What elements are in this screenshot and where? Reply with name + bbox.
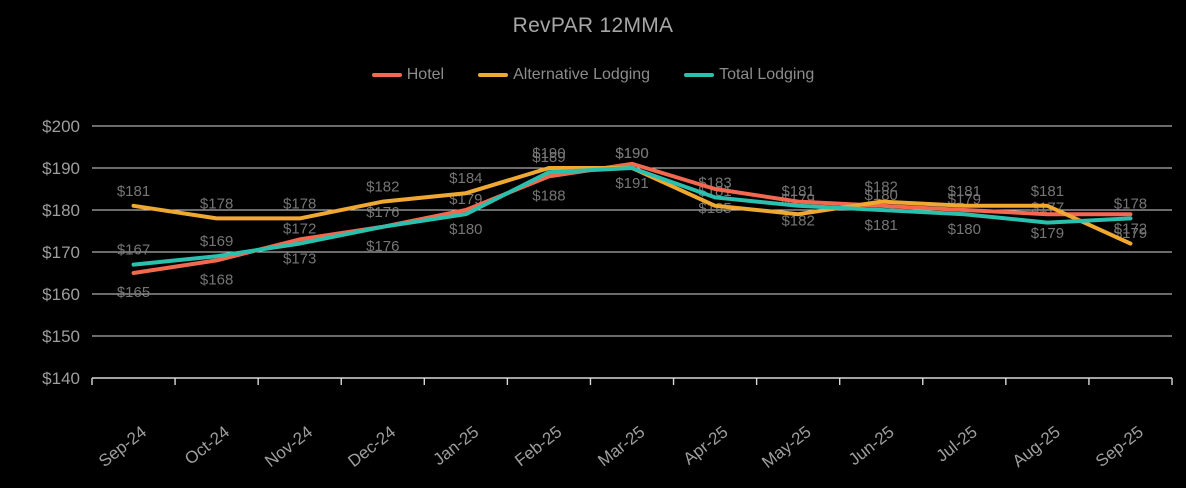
x-axis-label: Oct-24 <box>181 422 233 468</box>
legend-item-hotel: Hotel <box>371 66 445 84</box>
data-label: $165 <box>117 284 150 301</box>
y-axis-label: $160 <box>42 285 80 304</box>
legend-swatch-alternative-lodging <box>478 73 509 77</box>
data-label: $179 <box>1031 225 1064 242</box>
data-label: $167 <box>117 242 150 259</box>
x-axis-label: Jul-25 <box>933 422 981 465</box>
data-label: $169 <box>200 233 233 250</box>
x-axis-label: Sep-24 <box>95 422 150 471</box>
data-label: $176 <box>366 204 399 221</box>
legend-item-alternative-lodging: Alternative Lodging <box>478 66 650 84</box>
data-label: $190 <box>615 145 648 162</box>
legend-label-hotel: Hotel <box>406 66 445 83</box>
data-label: $181 <box>117 183 150 200</box>
y-axis-label: $140 <box>42 369 80 388</box>
data-label: $181 <box>781 183 814 200</box>
data-label: $178 <box>200 195 233 212</box>
data-label: $181 <box>1031 183 1064 200</box>
data-label: $188 <box>532 187 565 204</box>
legend-swatch-total-lodging <box>684 73 715 77</box>
data-label: $182 <box>865 179 898 196</box>
x-axis-label: Apr-25 <box>680 422 732 468</box>
x-axis-label: Dec-24 <box>344 422 399 471</box>
data-label: $168 <box>200 271 233 288</box>
data-label: $180 <box>948 221 981 238</box>
data-label: $180 <box>865 187 898 204</box>
y-axis-label: $180 <box>42 201 80 220</box>
data-label: $176 <box>366 238 399 255</box>
x-axis-label: Aug-25 <box>1009 422 1064 471</box>
x-axis-label: Sep-25 <box>1092 422 1147 471</box>
data-label: $172 <box>283 221 316 238</box>
x-axis-label: Jun-25 <box>845 422 898 469</box>
data-label: $180 <box>449 221 482 238</box>
data-label: $172 <box>1114 221 1147 238</box>
x-axis-label: Feb-25 <box>511 422 565 470</box>
data-label: $178 <box>283 195 316 212</box>
y-axis-label: $150 <box>42 327 80 346</box>
data-label: $191 <box>615 175 648 192</box>
y-axis-label: $170 <box>42 243 80 262</box>
data-label: $189 <box>532 149 565 166</box>
data-label: $181 <box>948 183 981 200</box>
x-axis-label: Mar-25 <box>594 422 648 470</box>
data-label: $184 <box>449 170 482 187</box>
chart-legend: Hotel Alternative Lodging Total Lodging <box>0 66 1186 84</box>
x-axis-label: Nov-24 <box>261 422 316 471</box>
data-label: $181 <box>865 217 898 234</box>
data-label: $182 <box>366 179 399 196</box>
data-label: $178 <box>1114 195 1147 212</box>
legend-label-total-lodging: Total Lodging <box>719 66 815 83</box>
x-axis-label: Jan-25 <box>430 422 483 469</box>
legend-label-alternative-lodging: Alternative Lodging <box>513 66 651 83</box>
data-label: $185 <box>698 200 731 217</box>
series-line-total-lodging <box>131 166 1133 267</box>
data-label: $190 <box>615 145 648 162</box>
data-label: $190 <box>532 145 565 162</box>
data-label: $173 <box>283 250 316 267</box>
legend-item-total-lodging: Total Lodging <box>684 66 814 84</box>
legend-swatch-hotel <box>371 73 402 77</box>
y-axis-label: $200 <box>42 117 80 136</box>
series-line-hotel <box>131 161 1133 275</box>
x-axis-label: May-25 <box>758 422 814 472</box>
y-axis-label: $190 <box>42 159 80 178</box>
data-label: $182 <box>781 213 814 230</box>
chart-title: RevPAR 12MMA <box>512 14 674 37</box>
